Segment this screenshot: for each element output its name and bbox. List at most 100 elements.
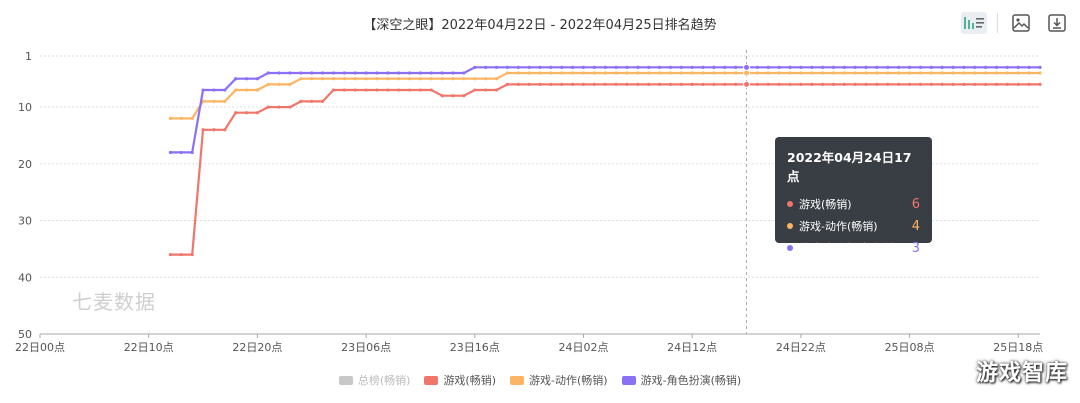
series-point: [799, 71, 803, 75]
legend-label: 总榜(畅销): [357, 374, 411, 387]
chart-type-toggle-button[interactable]: [961, 12, 987, 34]
legend-item-total[interactable]: 总榜(畅销): [338, 372, 411, 388]
x-tick-label: 24日22点: [776, 341, 826, 354]
series-point: [679, 82, 683, 86]
series-point: [897, 82, 901, 86]
series-point: [560, 82, 564, 86]
series-point: [712, 65, 716, 69]
series-point: [462, 94, 466, 98]
series-point: [484, 65, 488, 69]
series-point: [342, 71, 346, 75]
x-tick-label: 24日02点: [558, 341, 608, 354]
y-tick-label: 20: [18, 158, 32, 171]
series-point: [755, 71, 759, 75]
series-point: [984, 82, 988, 86]
series-point: [234, 88, 238, 92]
series-point: [201, 88, 205, 92]
series-point: [375, 77, 379, 81]
series-point: [1038, 82, 1042, 86]
series-point: [973, 82, 977, 86]
series-point: [831, 82, 836, 86]
series-point: [853, 82, 857, 86]
series-point: [473, 88, 477, 92]
series-point: [755, 65, 759, 69]
series-point: [212, 128, 216, 132]
series-point: [962, 71, 966, 75]
series-point: [386, 71, 390, 75]
series-point: [875, 65, 879, 69]
download-icon: [1048, 14, 1066, 32]
series-point: [994, 82, 999, 86]
series-point: [701, 71, 705, 75]
series-point: [310, 99, 314, 103]
series-point: [625, 65, 629, 69]
series-point: [473, 65, 477, 69]
series-point: [799, 82, 803, 86]
y-tick-label: 50: [18, 328, 32, 341]
tooltip-row: 游戏-动作(畅销) 4: [787, 215, 920, 237]
series-point: [451, 71, 455, 75]
series-point: [766, 82, 770, 86]
series-point: [1016, 71, 1020, 75]
series-point: [277, 71, 281, 75]
series-point: [266, 82, 270, 86]
series-point: [277, 82, 281, 86]
series-point: [255, 77, 259, 81]
series-point: [831, 65, 836, 69]
series-point: [929, 65, 933, 69]
x-tick-label: 25日18点: [993, 341, 1043, 354]
pointer-dot: [743, 63, 751, 71]
series-point: [527, 82, 531, 86]
tooltip-value: 6: [911, 196, 920, 212]
series-point: [1027, 82, 1031, 86]
series-point: [397, 88, 401, 92]
legend-item-rpg[interactable]: 游戏-角色扮演(畅销): [621, 372, 741, 388]
series-point: [886, 82, 890, 86]
series-point: [810, 71, 814, 75]
bar-chart-icon: [964, 17, 974, 29]
series-point: [212, 88, 216, 92]
series-point: [527, 65, 531, 69]
series-point: [342, 77, 346, 81]
series-point: [429, 71, 433, 75]
series-point: [994, 71, 999, 75]
series-point: [484, 88, 488, 92]
series-point: [418, 77, 423, 81]
series-point: [364, 71, 368, 75]
series-point: [386, 88, 390, 92]
y-tick-label: 30: [18, 215, 32, 228]
series-point: [636, 82, 640, 86]
legend-item-action[interactable]: 游戏-动作(畅销): [510, 372, 608, 388]
series-point: [951, 65, 955, 69]
series-point: [712, 71, 716, 75]
series-point: [886, 65, 890, 69]
series-point: [484, 77, 488, 81]
series-point: [875, 82, 879, 86]
x-tick-label: 25日08点: [885, 341, 935, 354]
download-button[interactable]: [1044, 12, 1070, 34]
legend-item-game[interactable]: 游戏(畅销): [424, 372, 496, 388]
series-point: [918, 71, 923, 75]
series-point: [864, 71, 868, 75]
series-point: [734, 71, 738, 75]
save-image-button[interactable]: [1008, 12, 1034, 34]
series-point: [853, 71, 857, 75]
series-point: [440, 77, 444, 81]
series-point: [375, 88, 379, 92]
tooltip-row: 游戏-角色扮演(畅销) 3: [787, 237, 920, 259]
series-point: [353, 77, 357, 81]
series-point: [973, 71, 977, 75]
series-point: [918, 65, 923, 69]
series-point: [451, 94, 455, 98]
series-point: [527, 71, 531, 75]
series-point: [560, 65, 564, 69]
series-point: [603, 82, 607, 86]
series-point: [418, 71, 423, 75]
series-point: [266, 105, 270, 109]
y-tick-label: 10: [18, 101, 32, 114]
brand-logo-text: 游戏智库: [975, 361, 1068, 386]
series-point: [984, 65, 988, 69]
series-point: [918, 82, 923, 86]
series-point: [755, 82, 759, 86]
